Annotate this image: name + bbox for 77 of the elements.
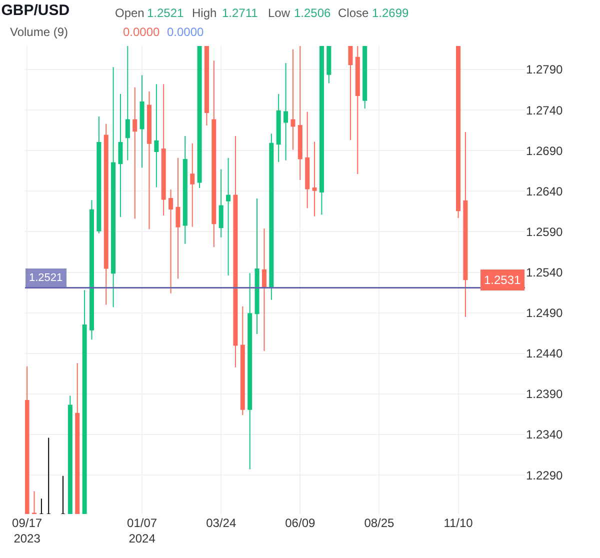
candlestick xyxy=(168,189,174,294)
y-tick-label: 1.2340 xyxy=(526,428,564,442)
candlestick xyxy=(111,66,116,308)
candlestick xyxy=(362,46,368,109)
text: 1.2506 xyxy=(294,6,332,20)
chart-title: GBP/USD xyxy=(1,2,70,19)
candlestick xyxy=(348,46,353,141)
candlestick xyxy=(355,46,360,175)
candlestick xyxy=(276,93,281,162)
candlestick xyxy=(154,84,159,188)
ref-line-label: 1.2521 xyxy=(29,272,63,284)
text: 1.2699 xyxy=(372,6,410,20)
candlestick xyxy=(240,306,245,416)
candlestick xyxy=(298,46,302,180)
candlestick xyxy=(284,62,288,161)
candlestick xyxy=(312,141,317,217)
candlestick xyxy=(68,395,72,514)
candlestick xyxy=(226,157,231,276)
candlestick xyxy=(290,48,296,150)
x-tick-label: 06/09 xyxy=(285,516,316,530)
text: 0.0000 xyxy=(123,25,160,39)
candlestick xyxy=(25,366,30,514)
candlestick xyxy=(319,46,324,216)
candlestick xyxy=(118,93,123,218)
candlestick xyxy=(218,168,224,238)
text: Open xyxy=(115,6,144,20)
candlestick xyxy=(204,46,209,126)
candlestick xyxy=(132,86,138,220)
y-tick-label: 1.2740 xyxy=(526,103,564,118)
candlestick xyxy=(197,46,202,188)
x-tick-label: 08/25 xyxy=(364,516,395,530)
candlestick xyxy=(262,228,266,352)
candlestick xyxy=(326,46,332,84)
y-tick-label: 1.2490 xyxy=(526,306,564,320)
y-tick-label: 1.2790 xyxy=(526,62,564,77)
candlestick xyxy=(104,123,108,306)
candlestick xyxy=(146,90,152,230)
x-tick-label: 03/24 xyxy=(206,516,236,530)
candlestick xyxy=(82,290,87,514)
annotation: 1.2531 xyxy=(484,273,522,287)
candlestick xyxy=(305,111,310,209)
y-tick-label: 1.2540 xyxy=(526,265,564,280)
candlestick xyxy=(161,84,166,216)
candlestick xyxy=(233,136,238,368)
candlestick xyxy=(96,116,102,234)
text: 1.2711 xyxy=(222,6,258,20)
candlestick xyxy=(212,60,216,248)
y-tick-label: 1.2640 xyxy=(526,184,564,198)
y-tick-label: 1.2290 xyxy=(526,468,564,482)
y-tick-label: 1.2590 xyxy=(526,224,564,239)
text: Close xyxy=(338,6,370,20)
text: Volume (9) xyxy=(10,25,68,39)
text: 1.2521 xyxy=(147,6,184,20)
candlestick xyxy=(140,74,144,168)
candlestick xyxy=(39,498,44,514)
candlestick xyxy=(176,157,180,280)
candlestick xyxy=(89,200,94,340)
candlestick xyxy=(32,490,36,514)
candlestick xyxy=(60,475,66,514)
y-tick-label: 1.2390 xyxy=(526,387,564,402)
x-tick-label: 09/17 2023 xyxy=(12,516,42,546)
x-tick-label: 11/10 xyxy=(444,516,474,530)
candlestick xyxy=(269,133,274,300)
candlestick xyxy=(463,131,468,318)
x-tick-label: 01/07 2024 xyxy=(127,516,158,546)
y-tick-label: 1.2690 xyxy=(526,144,564,158)
candlestick xyxy=(125,46,130,161)
candlestick xyxy=(75,362,80,514)
candlestick xyxy=(190,142,195,228)
candlestick xyxy=(46,437,51,514)
candlestick xyxy=(254,198,260,334)
candlestick xyxy=(248,272,252,470)
candlestick xyxy=(182,136,188,244)
text: Low xyxy=(268,6,290,20)
text: 0.0000 xyxy=(167,25,204,39)
text: High xyxy=(192,6,217,20)
y-tick-label: 1.2440 xyxy=(526,346,564,361)
